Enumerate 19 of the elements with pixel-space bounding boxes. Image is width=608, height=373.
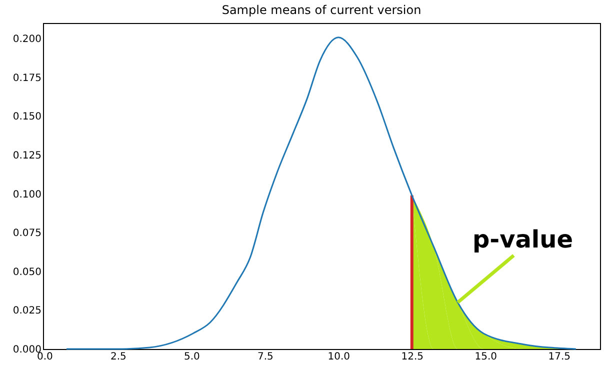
x-tick-label: 17.5 bbox=[548, 352, 570, 362]
x-tick-label: 10.0 bbox=[328, 352, 350, 362]
x-tick-label: 5.0 bbox=[184, 352, 200, 362]
y-tick-label: 0.200 bbox=[12, 34, 42, 46]
x-tick-label: 2.5 bbox=[110, 352, 126, 362]
y-tick-label: 0.025 bbox=[12, 306, 42, 317]
line-series bbox=[66, 36, 577, 350]
y-tick-label: 0.075 bbox=[12, 228, 42, 240]
chart-title: Sample means of current version bbox=[222, 3, 422, 17]
x-tick-label: 12.5 bbox=[401, 352, 424, 362]
x-tick-label: 15.0 bbox=[474, 352, 497, 362]
x-tick-label: 7.5 bbox=[257, 352, 274, 362]
annotation: p-value bbox=[472, 225, 574, 254]
y-tick-label: 0.150 bbox=[12, 112, 42, 123]
x-tick-label: 0.0 bbox=[37, 352, 53, 362]
y-tick-label: 0.125 bbox=[12, 150, 42, 162]
y-tick-label: 0.100 bbox=[12, 189, 42, 200]
y-tick-label: 0.175 bbox=[12, 72, 42, 84]
y-tick-label: 0.050 bbox=[12, 266, 42, 278]
